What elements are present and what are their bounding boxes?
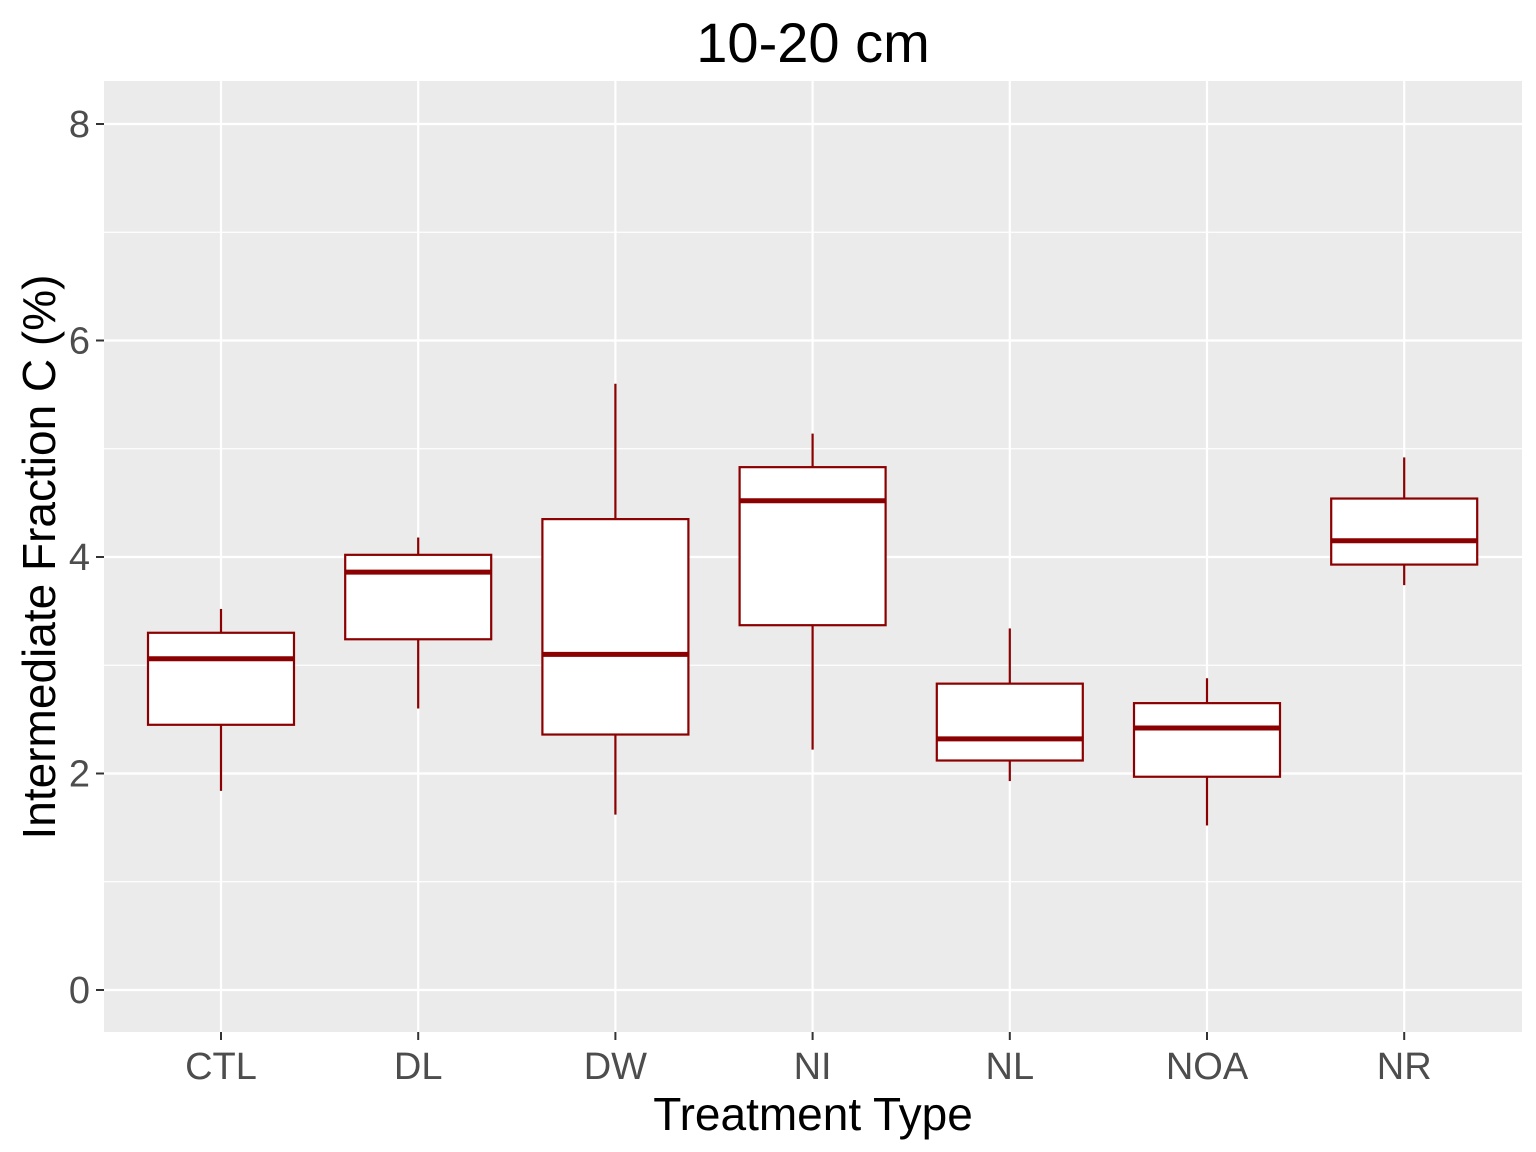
box-dw (541, 383, 690, 815)
x-tick-label: NOA (1166, 1046, 1249, 1088)
y-tick-label: 4 (69, 537, 90, 579)
box-iqr (935, 682, 1084, 762)
chart-title: 10-20 cm (696, 11, 929, 74)
x-axis-title: Treatment Type (653, 1088, 973, 1140)
x-tick-label: NI (794, 1046, 832, 1088)
box-iqr (1132, 702, 1282, 778)
x-tick-label: CTL (185, 1046, 257, 1088)
box-ctl (146, 608, 296, 791)
box-iqr (541, 518, 690, 736)
x-tick-label: NL (986, 1046, 1035, 1088)
x-axis: CTL DL DW NI NL NOA NR (185, 1032, 1432, 1088)
box-ni (738, 433, 887, 750)
y-axis: 0 2 4 6 8 (69, 104, 104, 1012)
y-tick-label: 6 (69, 321, 90, 363)
y-tick-label: 0 (69, 970, 90, 1012)
box-noa (1132, 678, 1282, 826)
box-iqr (146, 631, 296, 726)
box-nl (935, 628, 1084, 782)
box-series (146, 383, 1479, 826)
x-tick-label: DL (394, 1046, 443, 1088)
y-tick-label: 8 (69, 104, 90, 146)
box-iqr (344, 553, 493, 641)
x-tick-label: NR (1377, 1046, 1432, 1088)
box-iqr (738, 466, 887, 627)
box-dl (344, 537, 493, 709)
box-iqr (1330, 497, 1479, 566)
box-nr (1330, 457, 1479, 586)
x-tick-label: DW (584, 1046, 647, 1088)
y-axis-title: Intermediate Fraction C (%) (13, 275, 65, 840)
y-tick-label: 2 (69, 754, 90, 796)
